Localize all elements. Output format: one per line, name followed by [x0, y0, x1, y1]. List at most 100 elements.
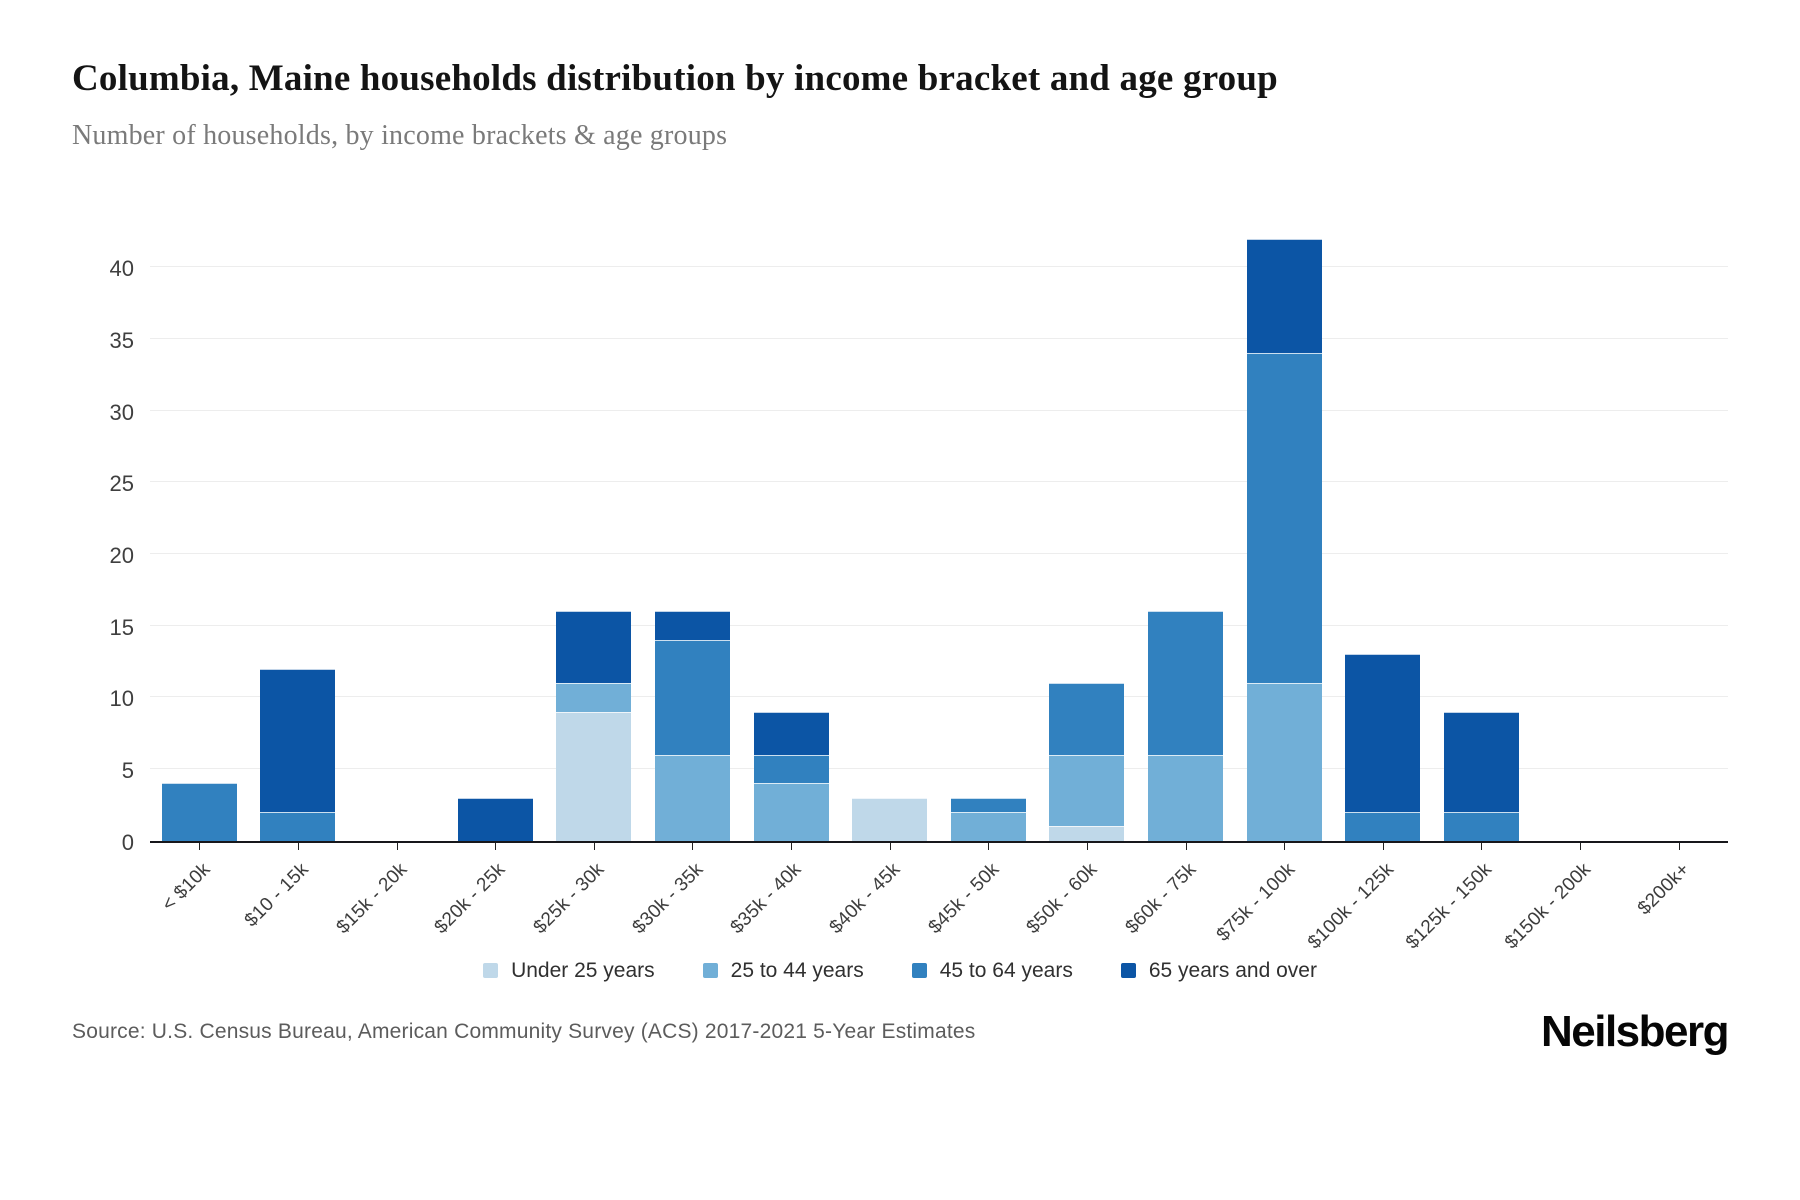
- y-tick-label-25: 25: [109, 471, 134, 497]
- stacked-bar[interactable]: [260, 668, 336, 841]
- x-slot: $20k - 25k: [431, 843, 545, 955]
- x-tick-label: $10 - 15k: [240, 858, 313, 931]
- gridline-25: [150, 481, 1728, 483]
- bar-slot: [1334, 196, 1433, 850]
- x-slot: $150k - 200k: [1501, 843, 1630, 955]
- bar-segment[interactable]: [1148, 611, 1224, 755]
- bar-slot: [939, 196, 1038, 850]
- legend-label: 45 to 64 years: [939, 958, 1073, 982]
- bar-segment[interactable]: [654, 754, 730, 841]
- gridline-35: [150, 337, 1728, 339]
- bar-slot: [1136, 196, 1235, 850]
- stacked-bar-chart: 0 5 10 15 20 25 30 35 40 < $10k $10 - 15k $15k - 2…: [72, 196, 1728, 983]
- bar-segment[interactable]: [556, 611, 632, 683]
- bar-slot: [249, 196, 348, 850]
- bar-segment[interactable]: [1049, 754, 1125, 827]
- legend-label: 65 years and over: [1148, 958, 1317, 982]
- bar-segment[interactable]: [852, 797, 928, 841]
- legend-item[interactable]: 45 to 64 years: [911, 958, 1073, 983]
- stacked-bar[interactable]: [161, 783, 237, 841]
- bar-segment[interactable]: [260, 811, 336, 841]
- y-tick-label-30: 30: [109, 399, 134, 425]
- legend-item[interactable]: Under 25 years: [483, 959, 655, 983]
- y-tick-label-15: 15: [109, 614, 134, 640]
- bar-slot: [150, 196, 249, 850]
- legend-item[interactable]: 25 to 44 years: [702, 958, 864, 983]
- bar-segment[interactable]: [950, 811, 1026, 841]
- axis-tick: [988, 842, 990, 850]
- gridline-5: [150, 767, 1728, 769]
- bar-slot: [545, 196, 644, 850]
- x-slot: $35k - 40k: [727, 843, 841, 955]
- bar-segment[interactable]: [1246, 353, 1322, 683]
- bar-segment[interactable]: [1049, 826, 1125, 841]
- stacked-bar[interactable]: [753, 711, 829, 841]
- axis-tick: [199, 842, 201, 850]
- bar-segment[interactable]: [556, 682, 632, 712]
- axis-tick: [297, 842, 299, 850]
- bar-segment[interactable]: [556, 711, 632, 841]
- bar-segment[interactable]: [457, 797, 533, 841]
- chart-subtitle: Number of households, by income brackets…: [72, 119, 728, 151]
- bar-slot: [742, 196, 841, 850]
- bar-segment[interactable]: [1246, 238, 1322, 354]
- stacked-bar[interactable]: [1049, 683, 1125, 841]
- bar-segment[interactable]: [654, 639, 730, 755]
- bar-segment[interactable]: [1246, 682, 1322, 841]
- bar-segment[interactable]: [260, 668, 336, 812]
- axis-tick: [1382, 842, 1384, 850]
- y-tick-label-20: 20: [109, 542, 134, 568]
- x-slot: $50k - 60k: [1023, 843, 1137, 955]
- stacked-bar[interactable]: [457, 797, 533, 841]
- bar-slot: [1629, 196, 1728, 850]
- stacked-bar[interactable]: [654, 611, 730, 841]
- axis-tick: [1481, 842, 1483, 850]
- gridline-30: [150, 409, 1728, 411]
- bar-segment[interactable]: [950, 797, 1026, 812]
- stacked-bar[interactable]: [1246, 238, 1322, 841]
- legend-item[interactable]: 65 years and over: [1120, 958, 1317, 983]
- stacked-bar[interactable]: [1443, 711, 1519, 841]
- bar-segment[interactable]: [1049, 683, 1125, 755]
- stacked-bar[interactable]: [556, 611, 632, 841]
- stacked-bar[interactable]: [1148, 611, 1224, 841]
- axis-tick: [1678, 842, 1680, 850]
- axis-tick: [791, 842, 793, 850]
- gridline-10: [150, 696, 1728, 698]
- y-axis: 0 5 10 15 20 25 30 35 40: [72, 196, 150, 854]
- x-slot: $30k - 35k: [628, 843, 742, 955]
- bar-segment[interactable]: [161, 783, 237, 841]
- bar-segment[interactable]: [1345, 654, 1421, 812]
- bar-segment[interactable]: [753, 711, 829, 755]
- gridline-15: [150, 624, 1728, 626]
- y-tick-label-10: 10: [109, 686, 134, 712]
- bar-segment[interactable]: [753, 783, 829, 841]
- bar-slot: [1235, 196, 1334, 850]
- y-tick-label-35: 35: [109, 327, 134, 353]
- legend-swatch-icon: [483, 963, 499, 979]
- legend-swatch-icon: [702, 963, 718, 979]
- stacked-bar[interactable]: [1345, 654, 1421, 841]
- bar-segment[interactable]: [1443, 811, 1519, 841]
- axis-tick: [692, 842, 694, 850]
- chart-title: Columbia, Maine households distribution …: [72, 58, 1278, 99]
- bar-segment[interactable]: [654, 611, 730, 640]
- brand-logo: Neilsberg: [1540, 1006, 1730, 1056]
- bar-segment[interactable]: [1345, 811, 1421, 841]
- axis-tick: [1086, 842, 1088, 850]
- stacked-bar[interactable]: [852, 797, 928, 841]
- y-tick-label-40: 40: [109, 256, 134, 282]
- bar-segment[interactable]: [1443, 711, 1519, 812]
- bar-segment[interactable]: [1148, 754, 1224, 841]
- legend-label: 25 to 44 years: [730, 958, 864, 982]
- axis-tick: [396, 842, 398, 850]
- axis-tick: [495, 842, 497, 850]
- x-slot: $15k - 20k: [332, 843, 446, 955]
- bar-slot: [840, 196, 939, 850]
- stacked-bar[interactable]: [950, 797, 1026, 841]
- bar-slot: [1432, 196, 1531, 850]
- gridline-40: [150, 266, 1728, 268]
- bars-layer: [150, 196, 1728, 850]
- x-slot: $25k - 30k: [530, 843, 644, 955]
- bar-segment[interactable]: [753, 754, 829, 784]
